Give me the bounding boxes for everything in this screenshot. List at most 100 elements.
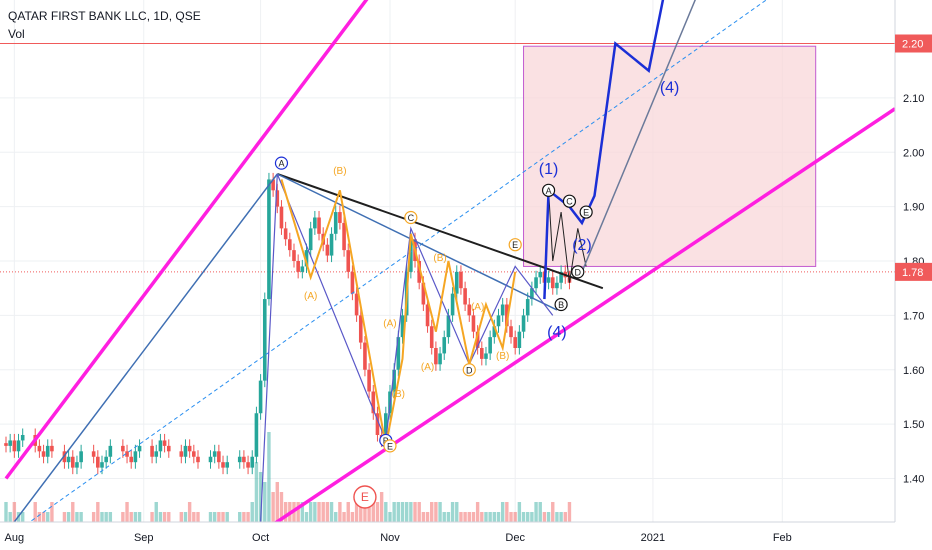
- candle-body: [96, 456, 100, 468]
- candle-body: [384, 413, 388, 441]
- wave-label-blue: (4): [660, 79, 680, 96]
- candle-body: [192, 451, 196, 457]
- candle-body: [325, 244, 330, 256]
- volume-bar: [517, 502, 522, 522]
- candle-body: [550, 277, 555, 289]
- candle-body: [446, 315, 451, 338]
- candle-body: [133, 451, 138, 463]
- volume-bar: [75, 512, 79, 522]
- volume-bar: [158, 512, 163, 522]
- y-tick-label: 1.40: [903, 474, 924, 486]
- volume-bar: [551, 502, 555, 522]
- price-tag-bg: [895, 34, 932, 53]
- candle-body: [75, 462, 79, 468]
- volume-bar: [62, 512, 67, 522]
- wave-label-letter: B: [558, 300, 564, 310]
- volume-bar: [108, 512, 113, 522]
- candle-body: [371, 391, 376, 414]
- volume-bar: [475, 502, 480, 522]
- wave-label-orange: (B): [433, 253, 446, 264]
- candle-body: [100, 462, 104, 468]
- candle-body: [129, 456, 134, 463]
- candle-body: [392, 369, 396, 392]
- wave-label-circled: A: [274, 156, 289, 170]
- volume-bar: [225, 512, 229, 522]
- volume-bar: [492, 512, 497, 522]
- volume-bar: [129, 512, 133, 522]
- volume-bar: [567, 502, 572, 522]
- volume-bar: [79, 512, 83, 522]
- candle-body: [421, 282, 426, 305]
- wave-label-letter: D: [466, 365, 473, 375]
- volume-bar: [321, 502, 325, 522]
- candle-body: [246, 462, 250, 468]
- candle-body: [463, 288, 467, 305]
- volume-bar: [50, 502, 54, 522]
- volume-bar: [392, 502, 396, 522]
- volume-bar: [459, 512, 463, 522]
- wave-label-orange: (A): [383, 318, 396, 329]
- wave-label-circled: E: [508, 238, 522, 252]
- candle-body: [41, 451, 46, 457]
- volume-bar: [242, 512, 246, 522]
- volume-bar: [434, 502, 438, 522]
- volume-bar: [404, 502, 409, 522]
- candle-body: [475, 331, 480, 348]
- volume-bar: [4, 502, 8, 522]
- volume-bar: [217, 512, 221, 522]
- candle-body: [484, 353, 488, 359]
- candle-body: [162, 440, 167, 446]
- wave-label-orange: (B): [496, 351, 509, 362]
- volume-bar: [363, 502, 367, 522]
- wave-label-orange: (A): [304, 291, 317, 302]
- candle-body: [254, 413, 259, 457]
- volume-bar: [167, 512, 171, 522]
- wave-label-blue: (1): [539, 161, 559, 178]
- volume-bar: [450, 502, 455, 522]
- volume-bar: [526, 512, 530, 522]
- candle-body: [217, 451, 221, 463]
- volume-bar: [396, 502, 401, 522]
- candle-body: [442, 337, 447, 354]
- candle-body: [400, 315, 405, 338]
- volume-bar: [300, 502, 305, 522]
- x-tick-label: Sep: [134, 532, 154, 544]
- volume-bar: [317, 502, 321, 522]
- volume-bar: [488, 512, 492, 522]
- candle-body: [517, 331, 522, 348]
- volume-bar: [246, 512, 250, 522]
- volume-bar: [338, 502, 342, 522]
- volume-bar: [263, 482, 267, 522]
- candle-body: [396, 337, 401, 370]
- wave-label-letter: E: [387, 441, 393, 451]
- x-tick-label: Dec: [505, 532, 525, 544]
- volume-bar: [208, 512, 213, 522]
- volume-bar: [417, 502, 421, 522]
- price-tag-last: 1.78: [895, 262, 932, 281]
- volume-bar: [346, 502, 350, 522]
- candle-body: [267, 179, 271, 300]
- volume-bar: [559, 512, 563, 522]
- candle-body: [467, 304, 472, 316]
- volume-bar: [425, 512, 430, 522]
- volume-bar: [421, 512, 426, 522]
- candle-body: [187, 445, 192, 452]
- candle-body: [275, 190, 280, 207]
- x-tick-label: Aug: [5, 532, 25, 544]
- candle-body: [196, 456, 200, 463]
- candle-body: [166, 445, 171, 452]
- candle-body: [12, 440, 17, 452]
- volume-bar: [8, 512, 12, 522]
- y-tick-label: 1.90: [903, 202, 924, 214]
- volume-bar: [279, 492, 284, 522]
- wave-label-circled: E: [579, 205, 593, 219]
- candle-body: [104, 456, 108, 463]
- wave-zigzag-black: [548, 190, 587, 283]
- wave-label-circled: C: [404, 210, 418, 225]
- volume-bar: [308, 502, 313, 522]
- candle-body: [154, 451, 159, 457]
- candle-body: [262, 299, 267, 381]
- candle-body: [271, 179, 275, 191]
- volume-bar: [496, 512, 501, 522]
